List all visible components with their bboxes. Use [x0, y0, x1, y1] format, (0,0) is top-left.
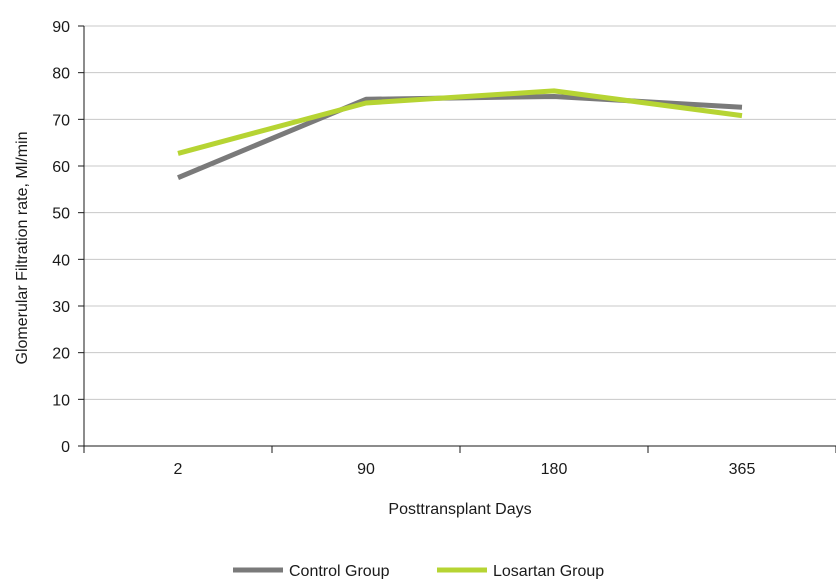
legend-label: Losartan Group	[493, 563, 604, 579]
gridlines	[84, 25, 836, 400]
y-tick-label: 50	[52, 206, 70, 223]
y-tick-label: 40	[52, 252, 70, 269]
y-axis-ticks: 0 10 20 30 40 50 60 70 80 90	[52, 19, 84, 456]
y-tick-label: 0	[61, 439, 70, 456]
y-tick-label: 70	[52, 112, 70, 129]
x-axis-ticks: 2 90 180 365	[83, 446, 836, 478]
y-tick-label: 20	[52, 346, 70, 363]
x-tick-label: 365	[729, 461, 756, 478]
y-tick-label: 80	[52, 66, 70, 83]
legend-label: Control Group	[289, 563, 390, 579]
x-axis-title: Posttransplant Days	[388, 501, 531, 518]
series-line-1	[177, 88, 743, 156]
y-tick-label: 60	[52, 159, 70, 176]
legend: Control Group Losartan Group	[233, 563, 604, 579]
y-axis-title: Glomerular Filtration rate, Ml/min	[14, 132, 31, 365]
series-layer	[177, 88, 743, 181]
y-tick-label: 90	[52, 19, 70, 36]
x-tick-label: 2	[174, 461, 183, 478]
x-tick-label: 90	[357, 461, 375, 478]
x-tick-label: 180	[541, 461, 568, 478]
y-tick-label: 10	[52, 392, 70, 409]
y-tick-label: 30	[52, 299, 70, 316]
